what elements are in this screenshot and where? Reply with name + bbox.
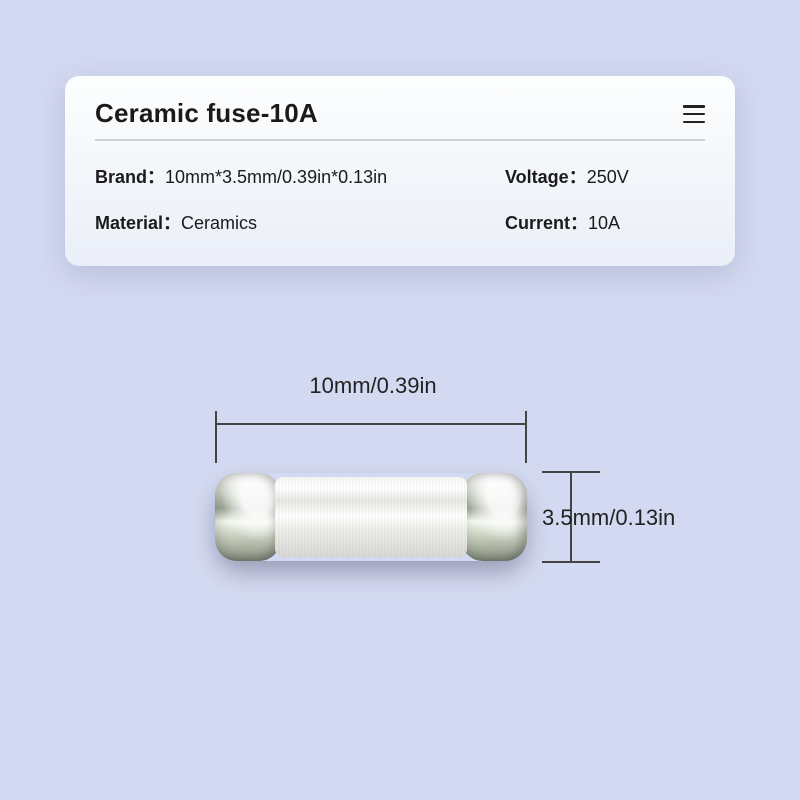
card-inner: Ceramic fuse-10A Brand 10mm*3.5mm/0.39in… [65, 76, 735, 235]
spec-voltage-label: Voltage [505, 163, 587, 189]
spec-brand-value: 10mm*3.5mm/0.39in*0.13in [165, 167, 387, 188]
spec-material-value: Ceramics [181, 213, 257, 234]
dimension-height-label: 3.5mm/0.13in [542, 505, 702, 531]
spec-voltage: Voltage 250V [505, 163, 629, 189]
spec-voltage-value: 250V [587, 167, 629, 188]
header-divider [95, 139, 705, 141]
card-header: Ceramic fuse-10A [95, 98, 705, 129]
spec-material: Material Ceramics [95, 209, 505, 235]
spec-current: Current 10A [505, 209, 620, 235]
fuse-illustration [215, 473, 527, 561]
fuse-ceramic-tube [275, 477, 467, 557]
dimension-width-label: 10mm/0.39in [238, 373, 508, 399]
fuse-cap-left [215, 473, 281, 561]
fuse-dimension-diagram: 10mm/0.39in 3.5mm/0.13in [160, 373, 640, 673]
spec-brand-label: Brand [95, 163, 165, 189]
spec-grid: Brand 10mm*3.5mm/0.39in*0.13in Voltage 2… [95, 163, 705, 235]
spec-material-label: Material [95, 209, 181, 235]
hamburger-menu-icon[interactable] [683, 105, 705, 123]
product-title: Ceramic fuse-10A [95, 98, 318, 129]
fuse-cap-right [461, 473, 527, 561]
spec-brand: Brand 10mm*3.5mm/0.39in*0.13in [95, 163, 505, 189]
spec-current-label: Current [505, 209, 588, 235]
product-spec-card: Ceramic fuse-10A Brand 10mm*3.5mm/0.39in… [65, 76, 735, 266]
dimension-width-bar [215, 411, 527, 463]
spec-current-value: 10A [588, 213, 620, 234]
